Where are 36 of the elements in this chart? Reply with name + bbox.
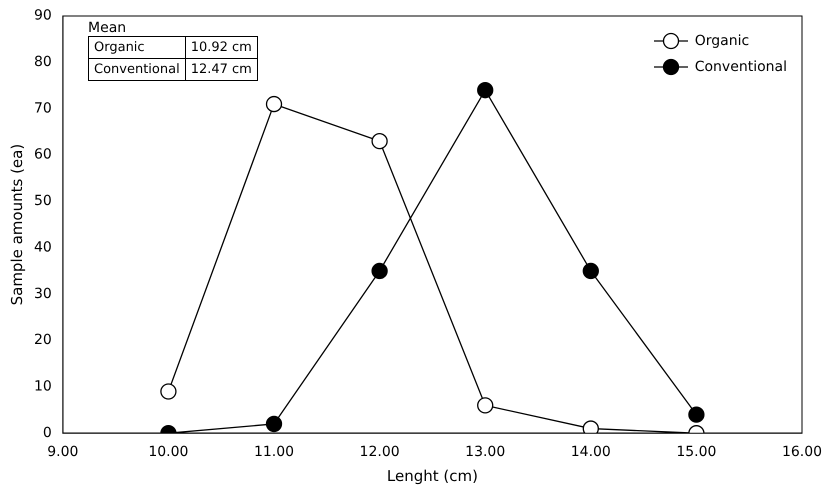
annotation: 12.47 cm [185,58,258,80]
point [371,262,388,280]
annotation: Conventional [88,58,186,80]
y-tick-label: 90 [34,8,52,24]
point [477,397,494,414]
x-tick-label: 9.00 [47,444,78,460]
x-tick-label: 12.00 [360,444,400,460]
y-tick-label: 0 [42,424,52,441]
point [582,262,599,280]
point [477,82,494,98]
y-tick-label: 10 [34,378,52,394]
x-tick-label: 13.00 [465,444,506,460]
point [160,383,177,400]
y-tick-label: 80 [34,54,52,70]
x-tick-label: 14.00 [570,444,611,460]
y-tick-label: 60 [34,146,52,163]
point [688,406,705,423]
y-tick-label: 20 [34,332,52,348]
y-tick-label: 30 [34,286,52,302]
annotation: Organic [88,36,186,58]
x-tick-label: 10.00 [148,444,188,460]
annotation: 10.92 cm [185,36,258,58]
legend-label: Organic [694,33,750,49]
point [371,133,388,150]
x-tick-label: 11.00 [254,444,294,460]
x-axis-title: Lenght (cm) [386,466,478,485]
y-axis-title: Sample amounts (ea) [8,144,26,306]
point [266,416,282,432]
x-tick-label: 16.00 [782,444,822,460]
y-tick-label: 40 [34,239,52,256]
annotation: Mean [88,20,128,36]
legend-label: Conventional [694,59,787,75]
x-tick-label: 15.00 [676,444,716,460]
point [266,96,282,112]
y-tick-label: 50 [34,193,52,210]
y-tick-label: 70 [34,100,52,116]
